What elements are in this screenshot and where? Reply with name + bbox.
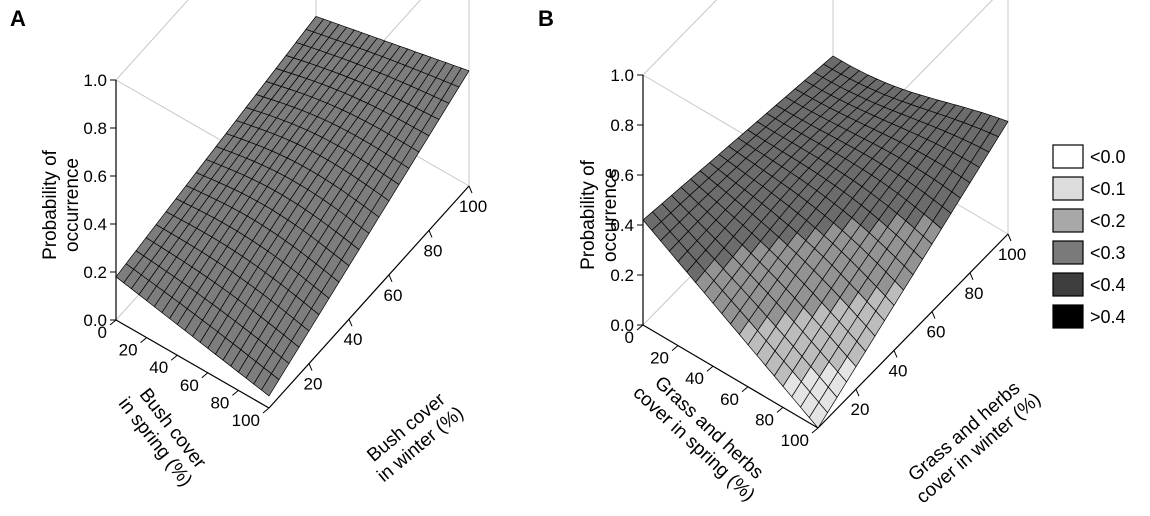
- spring-tick-label: 40: [149, 358, 168, 377]
- spring-tick-mark: [109, 319, 117, 326]
- spring-tick-label: 0: [98, 323, 107, 342]
- winter-tick-label: 60: [384, 286, 403, 305]
- z-tick-label: 0.2: [83, 263, 107, 282]
- spring-tick-label: 20: [119, 341, 138, 360]
- legend-swatch: [1052, 144, 1084, 169]
- box-edge: [642, 0, 718, 76]
- z-tick-label: 1.0: [610, 66, 634, 85]
- winter-tick-label: 100: [998, 245, 1026, 264]
- z-tick-label: 0.4: [610, 216, 634, 235]
- winter-axis-line: [817, 233, 1009, 429]
- spring-tick-label: 100: [781, 431, 809, 450]
- z-tick-label: 0.6: [83, 167, 107, 186]
- surface-cell: [261, 373, 280, 397]
- z-axis-title-line: Probability of: [578, 159, 599, 270]
- z-axis-title: Probability ofoccurrence: [578, 159, 621, 270]
- winter-tick-mark: [308, 363, 313, 371]
- winter-tick-mark: [931, 311, 936, 319]
- spring-tick-label: 80: [755, 410, 774, 429]
- winter-tick-label: 80: [965, 284, 984, 303]
- z-tick-label: 0.2: [610, 266, 634, 285]
- z-axis-title-line: occurrence: [600, 168, 621, 262]
- winter-tick-label: 40: [344, 330, 363, 349]
- spring-tick-mark: [776, 407, 784, 413]
- winter-tick-mark: [388, 274, 393, 282]
- legend-label: <0.2: [1090, 211, 1126, 231]
- box-edge: [115, 0, 189, 81]
- legend-label: >0.4: [1090, 307, 1126, 327]
- spring-tick-mark: [811, 427, 819, 434]
- legend-swatch: [1052, 272, 1084, 297]
- surface-cell: [808, 401, 828, 429]
- winter-tick-label: 80: [424, 241, 443, 260]
- surface-plot-b: 0.0 0.2 0.4 0.6 0.8 1.0 0 20 40 60 80 100 20 40 60 80 10…: [578, 0, 1045, 508]
- z-tick-label: 0.0: [83, 311, 107, 330]
- winter-tick-mark: [893, 350, 898, 358]
- winter-tick-mark: [428, 230, 433, 238]
- spring-tick-mark: [262, 407, 270, 414]
- spring-tick-mark: [232, 390, 239, 396]
- winter-tick-mark: [1007, 233, 1012, 242]
- legend-swatch: [1052, 176, 1084, 201]
- winter-tick-mark: [855, 389, 860, 397]
- winter-tick-mark: [348, 319, 353, 327]
- winter-tick-label: 20: [851, 400, 870, 419]
- legend: <0.0 <0.1 <0.2 <0.3 <0.4 >0.4: [1052, 144, 1126, 329]
- winter-tick-label: 40: [889, 361, 908, 380]
- legend-label: <0.4: [1090, 275, 1126, 295]
- legend-swatch: [1052, 208, 1084, 233]
- spring-tick-label: 80: [210, 393, 229, 412]
- panel-letter: A: [10, 6, 26, 31]
- spring-axis-line: [642, 324, 819, 429]
- z-axis-title-line: occurrence: [62, 158, 83, 252]
- z-tick-label: 0.8: [83, 119, 107, 138]
- spring-tick-mark: [671, 345, 679, 351]
- legend-swatch: [1052, 240, 1084, 265]
- winter-tick-label: 60: [927, 323, 946, 342]
- spring-tick-label: 40: [685, 369, 704, 388]
- winter-axis-title: Grass and herbscover in winter (%): [898, 372, 1045, 508]
- winter-tick-mark: [969, 272, 974, 280]
- surface-mesh: [642, 55, 1009, 429]
- z-axis-title-line: Probability of: [40, 149, 61, 260]
- spring-tick-label: 100: [232, 411, 260, 430]
- winter-axis-title: Bush coverin winter (%): [359, 386, 468, 487]
- legend-label: <0.0: [1090, 147, 1126, 167]
- winter-tick-label: 20: [304, 375, 323, 394]
- winter-tick-mark: [468, 185, 473, 194]
- spring-tick-label: 0: [625, 328, 634, 347]
- spring-tick-label: 20: [650, 349, 669, 368]
- surface-plot-a: 0.00.20.40.60.81.00204060801002040608010…: [40, 0, 487, 491]
- spring-tick-mark: [706, 365, 714, 372]
- spring-tick-mark: [170, 354, 178, 361]
- spring-tick-mark: [140, 337, 147, 343]
- z-axis-title: Probability ofoccurrence: [40, 149, 83, 260]
- spring-tick-mark: [636, 324, 644, 331]
- spring-tick-mark: [201, 372, 209, 379]
- z-tick-label: 0.6: [610, 166, 634, 185]
- spring-tick-label: 60: [180, 376, 199, 395]
- z-tick-label: 0.8: [610, 116, 634, 135]
- spring-axis-line: [115, 319, 270, 409]
- legend-label: <0.1: [1090, 179, 1126, 199]
- panel-letter: B: [538, 6, 554, 31]
- winter-tick-label: 100: [459, 197, 487, 216]
- legend-swatch: [1052, 304, 1084, 329]
- surface-mesh: [115, 16, 470, 397]
- winter-axis-line: [268, 185, 470, 409]
- spring-axis-title: Bush coverin spring (%): [114, 380, 214, 491]
- spring-tick-label: 60: [720, 390, 739, 409]
- z-tick-label: 0.4: [83, 215, 107, 234]
- z-tick-label: 0.0: [610, 316, 634, 335]
- z-tick-label: 1.0: [83, 71, 107, 90]
- legend-label: <0.3: [1090, 243, 1126, 263]
- spring-tick-mark: [741, 386, 749, 393]
